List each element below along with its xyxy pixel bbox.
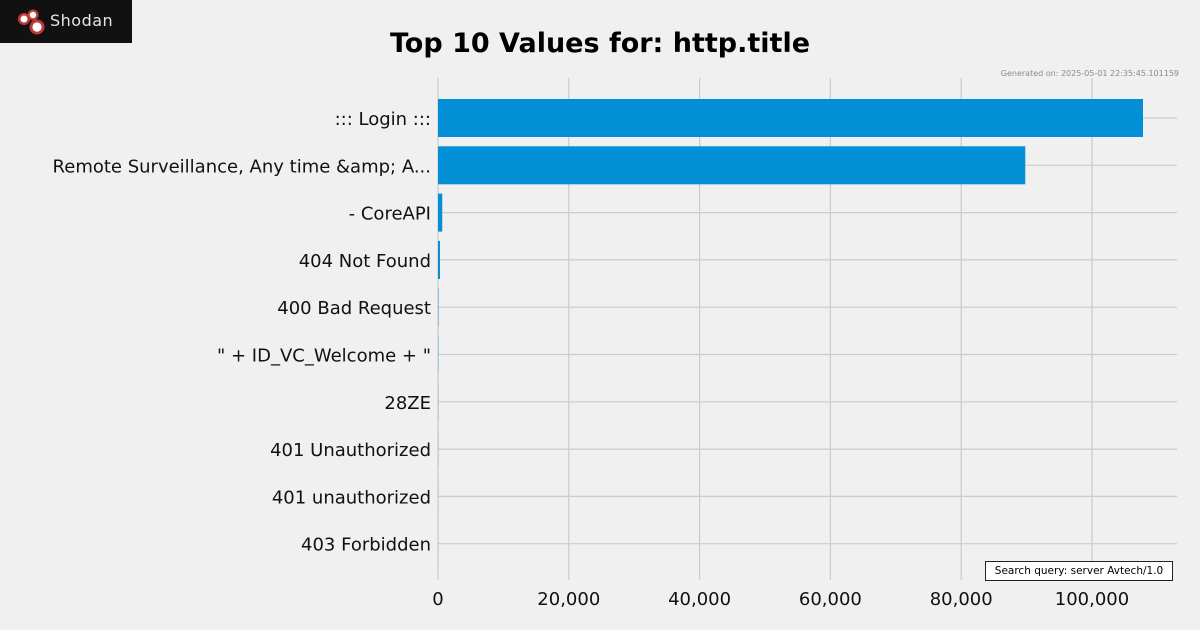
x-tick-label: 80,000 bbox=[930, 589, 993, 610]
x-tick-labels: 0 20,000 40,000 60,000 80,000 100,000 bbox=[432, 589, 1129, 610]
x-tick-label: 100,000 bbox=[1055, 589, 1129, 610]
category-label: 28ZE bbox=[384, 393, 431, 414]
category-label: 401 Unauthorized bbox=[270, 440, 431, 461]
x-tick-label: 20,000 bbox=[537, 589, 600, 610]
category-label: 403 Forbidden bbox=[301, 535, 431, 556]
shodan-logo[interactable]: Shodan bbox=[0, 0, 132, 43]
bar bbox=[438, 193, 443, 232]
x-tick-label: 40,000 bbox=[668, 589, 731, 610]
generated-timestamp: Generated on: 2025-05-01 22:35:45.101159 bbox=[1000, 69, 1179, 78]
bar bbox=[438, 146, 1026, 185]
category-label: " + ID_VC_Welcome + " bbox=[217, 346, 431, 367]
shodan-logo-icon bbox=[18, 9, 45, 35]
category-label: Remote Surveillance, Any time &amp; A... bbox=[53, 156, 431, 177]
bar bbox=[438, 240, 440, 279]
search-query-box: Search query: server Avtech/1.0 bbox=[985, 561, 1173, 581]
chart-bars bbox=[438, 99, 1143, 563]
category-label: 404 Not Found bbox=[299, 251, 431, 272]
category-label: 401 unauthorized bbox=[272, 487, 431, 508]
logo-wordmark: Shodan bbox=[50, 11, 114, 30]
category-label: 400 Bad Request bbox=[277, 298, 431, 319]
bar bbox=[438, 99, 1143, 137]
category-labels: ::: Login :::Remote Surveillance, Any ti… bbox=[53, 109, 431, 556]
chart-title: Top 10 Values for: http.title bbox=[389, 28, 811, 59]
category-label: - CoreAPI bbox=[349, 204, 431, 225]
category-label: ::: Login ::: bbox=[335, 109, 431, 130]
x-tick-label: 0 bbox=[432, 589, 443, 610]
x-tick-label: 60,000 bbox=[799, 589, 862, 610]
